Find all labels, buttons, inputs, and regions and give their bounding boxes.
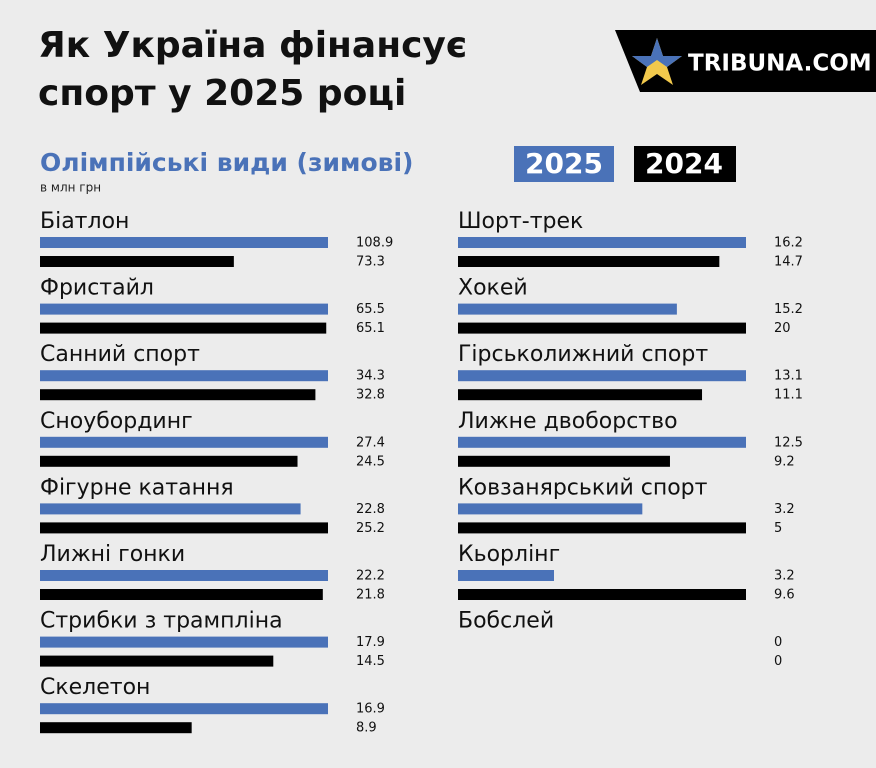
value-label: 20 (774, 321, 791, 336)
category-label: Стрибки з трампліна (40, 609, 283, 634)
bar (458, 522, 746, 534)
category-label: Гірськолижний спорт (458, 342, 708, 367)
bar (40, 322, 327, 334)
value-label: 5 (774, 521, 782, 536)
bar (458, 303, 677, 315)
value-label: 21.8 (356, 588, 385, 603)
value-label: 25.2 (356, 521, 385, 536)
value-label: 14.7 (774, 255, 803, 270)
bar (40, 589, 323, 600)
value-label: 73.3 (356, 255, 385, 270)
value-label: 22.8 (356, 502, 385, 517)
value-label: 11.1 (774, 388, 803, 403)
brand: TRIBUNA.COM (688, 51, 872, 77)
bar (40, 503, 301, 515)
value-label: 13.1 (774, 369, 803, 384)
category-label: Фристайл (40, 276, 154, 301)
logo-star-top (632, 38, 682, 67)
value-label: 0 (774, 654, 782, 669)
bar (458, 436, 746, 448)
bar (458, 503, 643, 515)
bar (40, 436, 328, 448)
title-box: Як Україна фінансує спорт у 2025 році (38, 25, 468, 114)
value-label: 65.1 (356, 321, 385, 336)
category-label: Фігурне катання (40, 475, 234, 500)
legend-label: 2025 (525, 147, 603, 180)
category-label: Санний спорт (40, 342, 200, 367)
bar (458, 570, 554, 581)
bar (458, 455, 670, 467)
category-label: Сноубординг (40, 409, 193, 434)
value-label: 65.5 (356, 302, 385, 317)
bar (40, 256, 234, 267)
legend: 2025 2024 (514, 146, 736, 182)
unit-label: в млн грн (40, 181, 101, 195)
bar (40, 655, 274, 667)
value-label: 8.9 (356, 721, 377, 736)
value-label: 17.9 (356, 635, 385, 650)
legend-swatch (514, 146, 614, 182)
value-label: 15.2 (774, 302, 803, 317)
category-label: Скелетон (40, 675, 150, 700)
value-label: 22.2 (356, 569, 385, 584)
category-label: Кьорлінг (458, 542, 560, 567)
legend-label: 2024 (645, 147, 723, 180)
bar (40, 237, 328, 248)
value-label: 3.2 (774, 569, 795, 584)
logo-star (632, 38, 682, 85)
chart-title: Як Україна фінансує спорт у 2025 році (38, 25, 468, 114)
value-label: 14.5 (356, 654, 385, 669)
value-label: 12.5 (774, 435, 803, 450)
value-label: 16.9 (356, 702, 385, 717)
category-label: Бобслей (458, 609, 554, 634)
value-label: 34.3 (356, 369, 385, 384)
bar (40, 455, 298, 467)
category-label: Ковзанярський спорт (458, 475, 708, 500)
logo-background (615, 30, 876, 92)
bar (458, 370, 746, 382)
category-label: Хокей (458, 276, 528, 301)
bar (40, 703, 328, 715)
bar (458, 322, 746, 334)
bar (40, 570, 328, 581)
bar (458, 237, 746, 248)
bar (40, 370, 328, 382)
value-label: 108.9 (356, 236, 393, 251)
value-label: 9.2 (774, 454, 795, 469)
category-label: Лижне двоборство (458, 409, 678, 434)
plot: Біатлон 108.9 73.3 Фристайл 65.5 65.1 Санний с… (40, 209, 803, 736)
bar (40, 722, 192, 734)
bar (40, 636, 328, 648)
category-label: Біатлон (40, 209, 129, 234)
subtitle: Олімпійські види (зимові) (40, 148, 413, 177)
bar (458, 589, 746, 600)
legend-swatch (634, 146, 736, 182)
value-label: 9.6 (774, 588, 795, 603)
value-label: 3.2 (774, 502, 795, 517)
bar (40, 303, 328, 315)
category-label: Лижні гонки (40, 542, 185, 567)
bar (40, 522, 328, 534)
category-label: Шорт-трек (458, 209, 583, 234)
bar (40, 389, 316, 401)
value-label: 16.2 (774, 236, 803, 251)
bar (458, 256, 720, 267)
value-label: 0 (774, 635, 782, 650)
value-label: 24.5 (356, 454, 385, 469)
bar (458, 389, 703, 401)
value-label: 32.8 (356, 388, 385, 403)
value-label: 27.4 (356, 435, 385, 450)
